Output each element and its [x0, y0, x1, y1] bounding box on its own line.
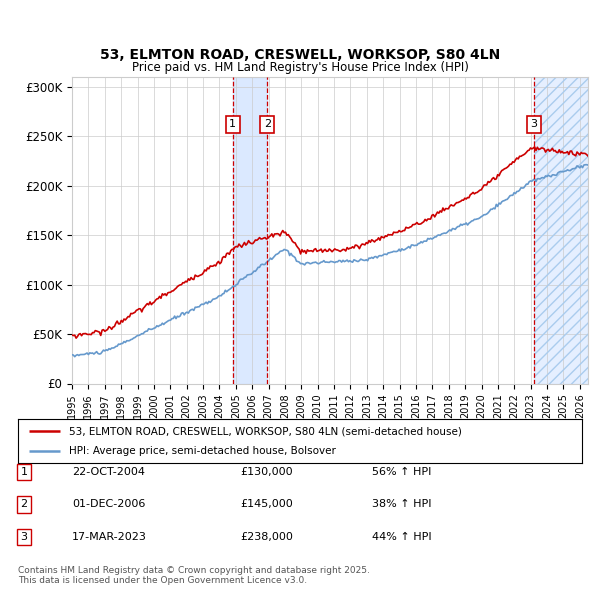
Text: 53, ELMTON ROAD, CRESWELL, WORKSOP, S80 4LN: 53, ELMTON ROAD, CRESWELL, WORKSOP, S80 … — [100, 48, 500, 62]
Text: 38% ↑ HPI: 38% ↑ HPI — [372, 500, 431, 509]
Text: 44% ↑ HPI: 44% ↑ HPI — [372, 532, 431, 542]
Text: HPI: Average price, semi-detached house, Bolsover: HPI: Average price, semi-detached house,… — [69, 446, 335, 455]
Text: 56% ↑ HPI: 56% ↑ HPI — [372, 467, 431, 477]
Text: Price paid vs. HM Land Registry's House Price Index (HPI): Price paid vs. HM Land Registry's House … — [131, 61, 469, 74]
Text: 01-DEC-2006: 01-DEC-2006 — [72, 500, 145, 509]
Bar — [534, 77, 588, 384]
Text: Contains HM Land Registry data © Crown copyright and database right 2025.
This d: Contains HM Land Registry data © Crown c… — [18, 566, 370, 585]
Text: £145,000: £145,000 — [240, 500, 293, 509]
Text: £130,000: £130,000 — [240, 467, 293, 477]
Text: 22-OCT-2004: 22-OCT-2004 — [72, 467, 145, 477]
Text: 17-MAR-2023: 17-MAR-2023 — [72, 532, 147, 542]
Bar — [534, 77, 588, 384]
Text: £238,000: £238,000 — [240, 532, 293, 542]
Text: 3: 3 — [20, 532, 28, 542]
Text: 1: 1 — [20, 467, 28, 477]
Text: 2: 2 — [20, 500, 28, 509]
Text: 1: 1 — [229, 119, 236, 129]
Text: 53, ELMTON ROAD, CRESWELL, WORKSOP, S80 4LN (semi-detached house): 53, ELMTON ROAD, CRESWELL, WORKSOP, S80 … — [69, 427, 461, 436]
Text: 2: 2 — [263, 119, 271, 129]
Text: 3: 3 — [530, 119, 538, 129]
Bar — [233, 77, 267, 384]
